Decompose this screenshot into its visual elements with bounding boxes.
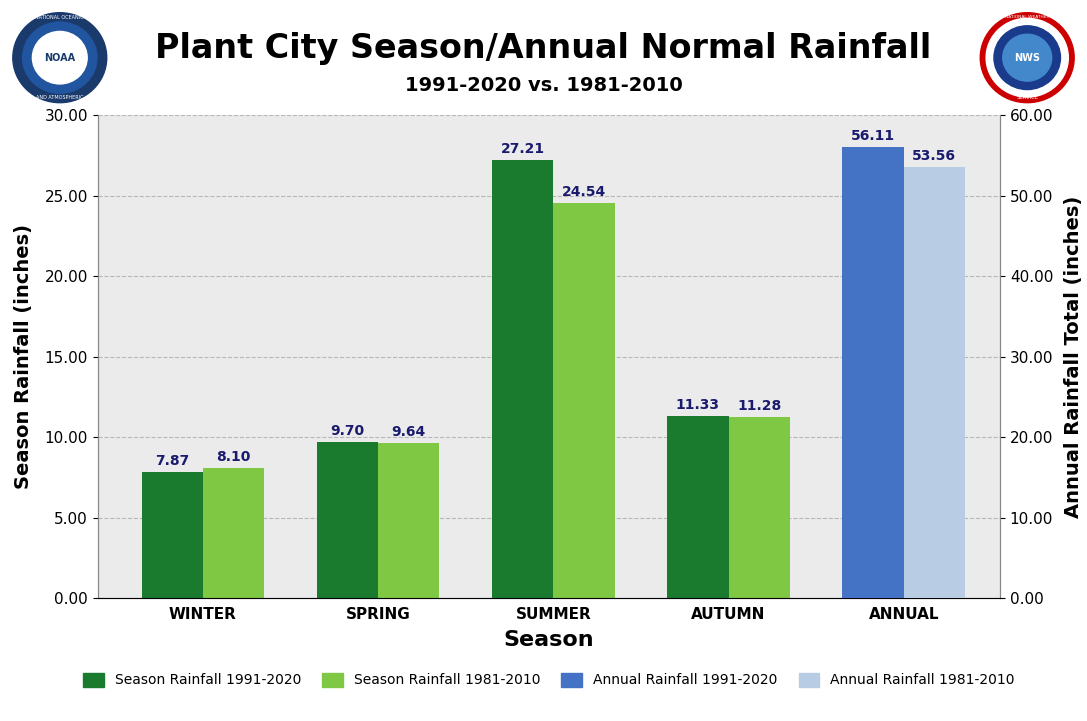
Text: AND ATMOSPHERIC: AND ATMOSPHERIC (36, 94, 84, 99)
Circle shape (994, 26, 1061, 89)
Circle shape (13, 13, 107, 102)
Text: 27.21: 27.21 (501, 142, 545, 156)
Bar (553, 203, 614, 598)
Text: 11.33: 11.33 (676, 398, 720, 412)
Bar (903, 167, 965, 598)
X-axis label: Season: Season (503, 630, 595, 650)
Legend: Season Rainfall 1991-2020, Season Rainfall 1981-2010, Annual Rainfall 1991-2020,: Season Rainfall 1991-2020, Season Rainfa… (77, 667, 1021, 693)
Circle shape (33, 32, 87, 84)
Circle shape (1002, 35, 1051, 81)
Text: 1991-2020 vs. 1981-2010: 1991-2020 vs. 1981-2010 (404, 76, 683, 94)
Bar (316, 442, 378, 598)
Bar (667, 416, 728, 598)
Bar (728, 417, 790, 598)
Y-axis label: Annual Rainfall Total (inches): Annual Rainfall Total (inches) (1064, 196, 1084, 518)
Text: NOAA: NOAA (45, 53, 75, 63)
Y-axis label: Season Rainfall (inches): Season Rainfall (inches) (14, 224, 34, 490)
Text: 9.70: 9.70 (330, 424, 364, 438)
Text: 9.64: 9.64 (391, 425, 426, 439)
Text: 56.11: 56.11 (851, 128, 895, 143)
Text: 53.56: 53.56 (912, 149, 957, 163)
Text: NWS: NWS (1014, 53, 1040, 63)
Text: 11.28: 11.28 (737, 399, 782, 412)
Circle shape (986, 18, 1069, 97)
Text: NATIONAL OCEANIC: NATIONAL OCEANIC (36, 15, 84, 20)
Bar (492, 160, 553, 598)
Bar (141, 472, 203, 598)
Text: 24.54: 24.54 (562, 185, 607, 199)
Text: Plant City Season/Annual Normal Rainfall: Plant City Season/Annual Normal Rainfall (155, 32, 932, 66)
Text: NATIONAL WEATHER: NATIONAL WEATHER (1005, 15, 1049, 19)
Text: 8.10: 8.10 (216, 450, 251, 464)
Bar (842, 146, 903, 598)
Text: SERVICE: SERVICE (1016, 94, 1038, 99)
Circle shape (980, 13, 1074, 102)
Text: 7.87: 7.87 (155, 454, 189, 467)
Bar (378, 443, 439, 598)
Circle shape (23, 22, 97, 93)
Bar (203, 468, 264, 598)
